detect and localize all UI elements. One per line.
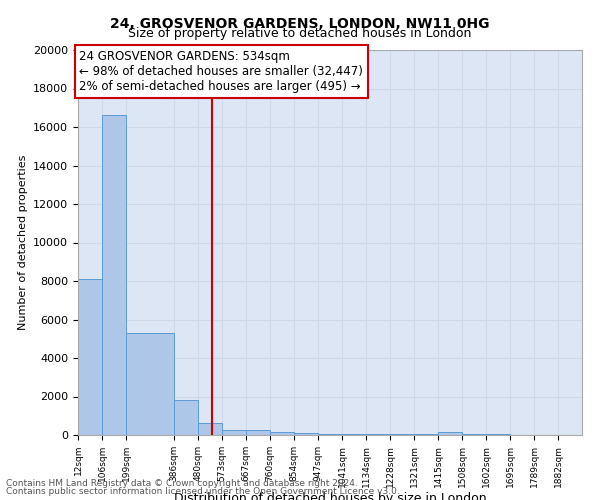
Bar (102, 116, 126, 435)
Bar (414, 434, 438, 435)
Bar (486, 434, 510, 435)
Bar (198, 424, 222, 435)
Bar (342, 434, 366, 435)
Text: Contains HM Land Registry data © Crown copyright and database right 2024.: Contains HM Land Registry data © Crown c… (6, 478, 358, 488)
Bar (294, 434, 318, 435)
Bar (462, 434, 486, 435)
Text: 24 GROSVENOR GARDENS: 534sqm
← 98% of detached houses are smaller (32,447)
2% of: 24 GROSVENOR GARDENS: 534sqm ← 98% of de… (79, 50, 363, 93)
Bar (318, 434, 342, 435)
Bar (174, 400, 198, 435)
Bar (222, 430, 246, 435)
Bar (366, 434, 390, 435)
Text: 24, GROSVENOR GARDENS, LONDON, NW11 0HG: 24, GROSVENOR GARDENS, LONDON, NW11 0HG (110, 18, 490, 32)
Bar (390, 434, 414, 435)
Bar (270, 432, 294, 435)
Text: Size of property relative to detached houses in London: Size of property relative to detached ho… (128, 28, 472, 40)
Bar (246, 430, 270, 435)
Bar (438, 432, 462, 435)
X-axis label: Distribution of detached houses by size in London: Distribution of detached houses by size … (173, 492, 487, 500)
Y-axis label: Number of detached properties: Number of detached properties (17, 155, 28, 330)
Text: Contains public sector information licensed under the Open Government Licence v3: Contains public sector information licen… (6, 487, 400, 496)
Bar (78, 279, 102, 435)
Bar (126, 333, 174, 435)
